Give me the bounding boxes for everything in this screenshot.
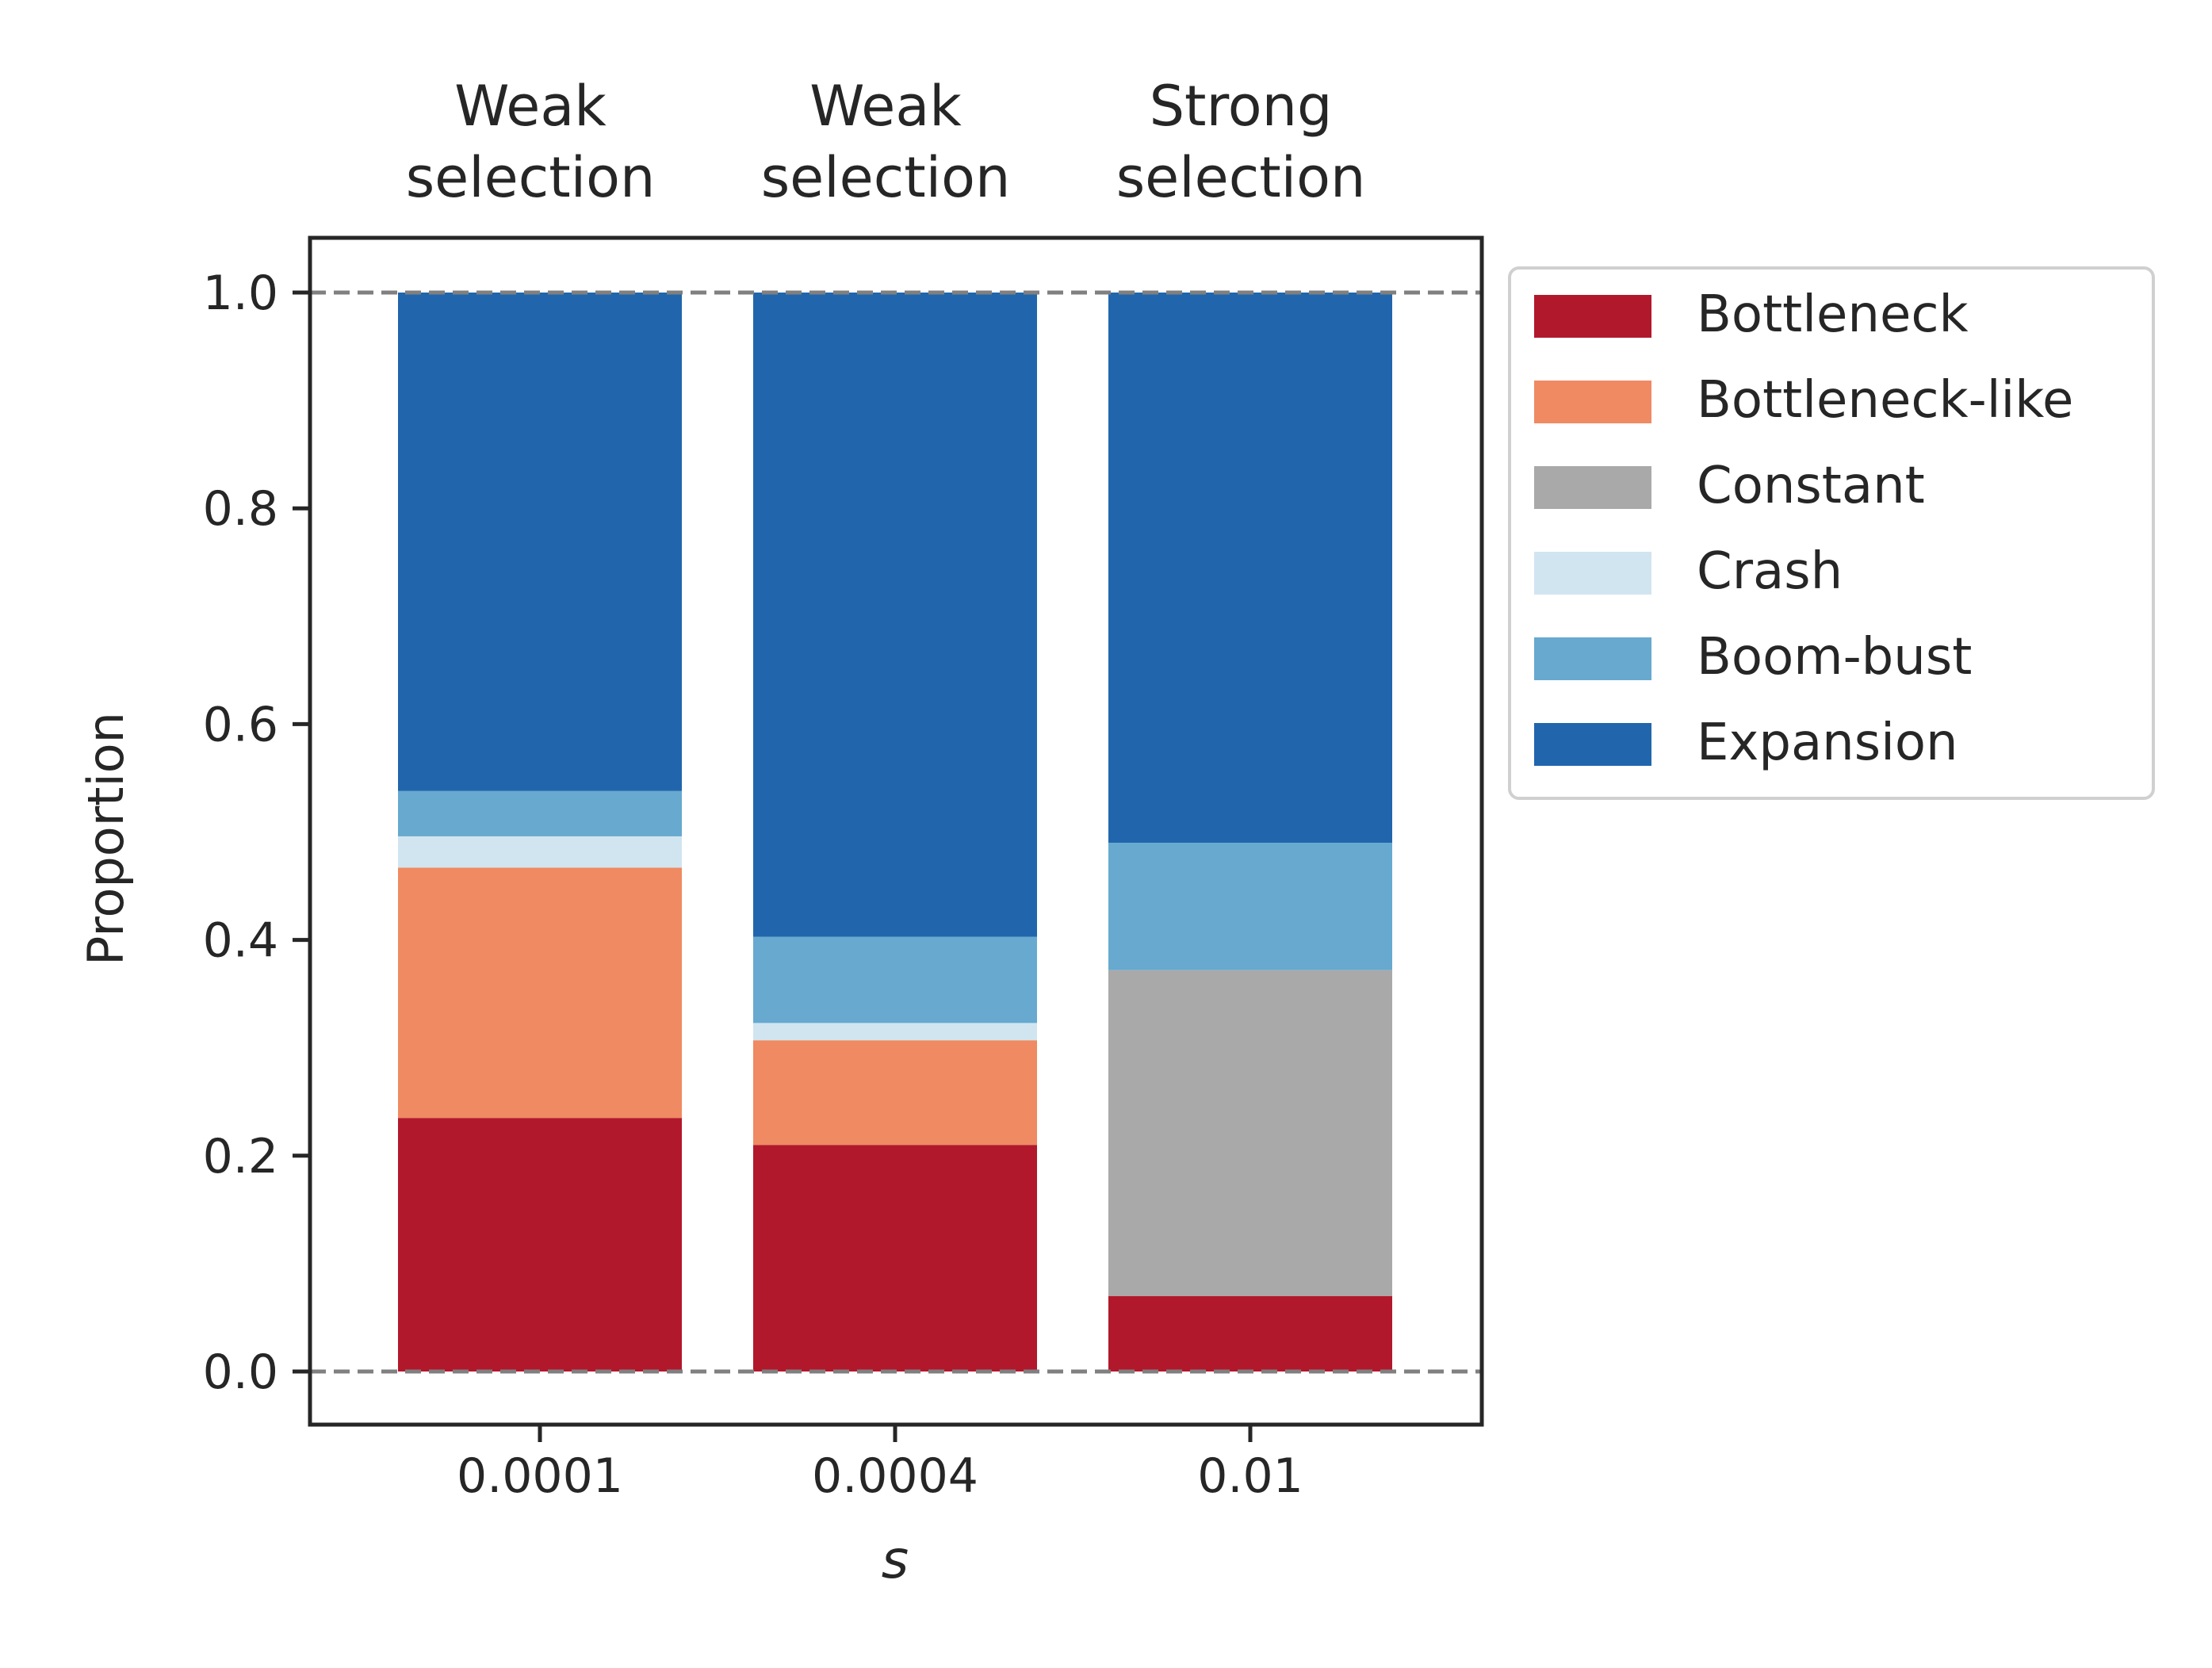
legend-label: Bottleneck-like bbox=[1697, 371, 2073, 430]
reference-lines bbox=[310, 290, 1482, 1374]
x-tick-label: 0.01 bbox=[1197, 1448, 1303, 1504]
legend-frame bbox=[1508, 266, 2155, 800]
bar-segment-expansion-3 bbox=[1108, 293, 1392, 844]
bar-segment-bottleneck-1 bbox=[398, 1118, 682, 1372]
category-header: Weak selection bbox=[406, 74, 656, 210]
bar-segment-bottleneck-like-1 bbox=[398, 867, 682, 1119]
legend-swatch bbox=[1534, 295, 1651, 338]
x-axis: 0.0001 0.0004 0.01 bbox=[457, 1425, 1303, 1504]
legend-swatch bbox=[1534, 637, 1651, 680]
legend-label: Bottleneck bbox=[1697, 285, 1969, 344]
y-tick-label: 0.4 bbox=[203, 913, 278, 969]
y-tick-label: 0.2 bbox=[203, 1129, 278, 1184]
y-tick-label: 0.6 bbox=[203, 697, 278, 752]
bar-segment-bottleneck-2 bbox=[753, 1145, 1037, 1372]
bar-segment-bottleneck-3 bbox=[1108, 1295, 1392, 1372]
y-tick-label: 1.0 bbox=[203, 266, 278, 321]
legend-label: Crash bbox=[1697, 542, 1843, 601]
legend-swatch bbox=[1534, 381, 1651, 423]
bar-segment-expansion-1 bbox=[398, 293, 682, 791]
x-tick-label: 0.0004 bbox=[812, 1448, 978, 1504]
category-header: Strong selection bbox=[1116, 74, 1366, 210]
bar-segment-constant-3 bbox=[1108, 970, 1392, 1296]
bar-segment-boom-bust-3 bbox=[1108, 843, 1392, 970]
x-axis-label: s bbox=[882, 1529, 909, 1590]
legend-swatch bbox=[1534, 723, 1651, 766]
bar-segment-boom-bust-2 bbox=[753, 936, 1037, 1023]
y-tick-label: 0.8 bbox=[203, 481, 278, 537]
legend-label: Boom-bust bbox=[1697, 628, 1972, 687]
legend: Bottleneck Bottleneck-like Constant Crash Bo… bbox=[1508, 266, 2155, 800]
category-headers: Weak selection Weak selection Strong selectio… bbox=[406, 74, 1366, 210]
bar-segment-boom-bust-1 bbox=[398, 790, 682, 836]
bar-segment-crash-2 bbox=[753, 1023, 1037, 1041]
bars-layer bbox=[398, 293, 1392, 1372]
legend-label: Constant bbox=[1697, 457, 1925, 515]
x-tick-label: 0.0001 bbox=[457, 1448, 623, 1504]
y-tick-label: 0.0 bbox=[203, 1345, 278, 1400]
bar-segment-crash-1 bbox=[398, 836, 682, 868]
category-header: Weak selection bbox=[761, 74, 1011, 210]
legend-swatch bbox=[1534, 552, 1651, 595]
bar-segment-expansion-2 bbox=[753, 293, 1037, 937]
legend-swatch bbox=[1534, 466, 1651, 509]
bar-segment-bottleneck-like-2 bbox=[753, 1040, 1037, 1146]
legend-label: Expansion bbox=[1697, 713, 1958, 772]
y-axis: 0.0 0.2 0.4 0.6 0.8 1.0 bbox=[203, 266, 310, 1400]
y-axis-label: Proportion bbox=[77, 712, 135, 966]
